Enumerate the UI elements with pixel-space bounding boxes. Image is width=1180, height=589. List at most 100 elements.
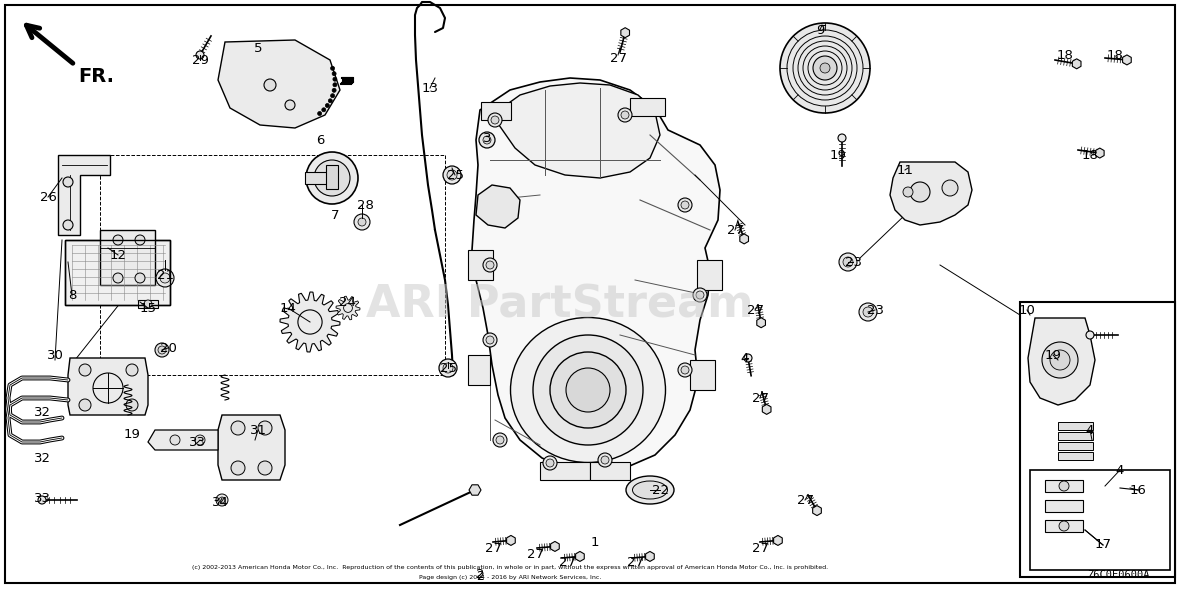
Text: 25: 25: [439, 362, 457, 375]
Polygon shape: [218, 415, 286, 480]
Polygon shape: [576, 551, 584, 561]
Bar: [697, 260, 722, 290]
Text: 25: 25: [446, 168, 464, 181]
Circle shape: [489, 113, 502, 127]
Circle shape: [442, 363, 453, 373]
Polygon shape: [336, 296, 360, 320]
Text: 27: 27: [752, 541, 768, 554]
Text: 5: 5: [254, 41, 262, 55]
Circle shape: [843, 257, 853, 267]
Bar: [1058, 432, 1093, 440]
Circle shape: [483, 333, 497, 347]
Polygon shape: [68, 358, 148, 415]
Text: 33: 33: [189, 436, 205, 449]
Polygon shape: [774, 535, 782, 545]
Text: 15: 15: [139, 302, 157, 315]
Ellipse shape: [511, 317, 666, 462]
Text: 7: 7: [330, 209, 340, 221]
Circle shape: [330, 67, 335, 70]
Text: 18: 18: [1107, 48, 1123, 61]
Text: 27: 27: [747, 303, 763, 316]
Bar: [1058, 452, 1093, 460]
Circle shape: [439, 359, 457, 377]
Circle shape: [496, 436, 504, 444]
Ellipse shape: [627, 476, 674, 504]
Text: 34: 34: [211, 495, 229, 508]
Text: 27: 27: [610, 51, 627, 65]
Circle shape: [135, 235, 145, 245]
Circle shape: [126, 364, 138, 376]
Bar: [65, 240, 170, 305]
Polygon shape: [1122, 55, 1132, 65]
Circle shape: [678, 198, 691, 212]
Text: (c) 2002-2013 American Honda Motor Co., Inc.  Reproduction of the contents of th: (c) 2002-2013 American Honda Motor Co., …: [192, 564, 828, 570]
Bar: [326, 165, 337, 189]
Polygon shape: [813, 505, 821, 515]
Circle shape: [546, 459, 553, 467]
Text: 10: 10: [1018, 303, 1035, 316]
Polygon shape: [472, 78, 720, 472]
Bar: [1030, 470, 1171, 570]
Bar: [468, 355, 490, 385]
Circle shape: [322, 108, 326, 112]
Circle shape: [483, 136, 491, 144]
Circle shape: [196, 51, 204, 59]
Circle shape: [135, 273, 145, 283]
Polygon shape: [890, 162, 972, 225]
Polygon shape: [621, 28, 629, 38]
Circle shape: [170, 435, 181, 445]
Circle shape: [442, 166, 461, 184]
Circle shape: [618, 108, 632, 122]
Bar: [1045, 480, 1083, 492]
Text: 27: 27: [485, 541, 502, 554]
Circle shape: [566, 368, 610, 412]
Text: 28: 28: [356, 198, 373, 211]
Text: Z6C0E0600A: Z6C0E0600A: [1087, 570, 1149, 580]
Text: 2: 2: [476, 567, 484, 581]
Text: 12: 12: [110, 249, 126, 262]
Polygon shape: [551, 541, 559, 551]
Circle shape: [543, 456, 557, 470]
Circle shape: [343, 303, 353, 312]
Bar: [1045, 520, 1083, 532]
Text: 2: 2: [476, 571, 484, 584]
Polygon shape: [506, 535, 516, 545]
Circle shape: [306, 152, 358, 204]
Polygon shape: [1028, 318, 1095, 405]
Circle shape: [447, 170, 457, 180]
Circle shape: [550, 352, 627, 428]
Bar: [1058, 422, 1093, 430]
Text: 22: 22: [651, 484, 669, 497]
Circle shape: [942, 180, 958, 196]
Text: FR.: FR.: [78, 67, 114, 86]
Text: 9: 9: [815, 24, 824, 37]
Circle shape: [317, 111, 322, 115]
Polygon shape: [756, 317, 766, 327]
Bar: [481, 102, 511, 120]
Circle shape: [533, 335, 643, 445]
Polygon shape: [218, 40, 340, 128]
Circle shape: [483, 258, 497, 272]
Circle shape: [286, 100, 295, 110]
Polygon shape: [1095, 148, 1104, 158]
Circle shape: [493, 433, 507, 447]
Text: 3: 3: [483, 131, 491, 144]
Text: 27: 27: [627, 555, 643, 568]
Circle shape: [903, 187, 913, 197]
Text: 29: 29: [191, 54, 209, 67]
Circle shape: [863, 307, 873, 317]
Text: 14: 14: [280, 302, 296, 315]
Circle shape: [332, 72, 336, 75]
Bar: [468, 250, 493, 280]
Text: 11: 11: [897, 164, 913, 177]
Circle shape: [160, 273, 170, 283]
Circle shape: [144, 300, 152, 308]
Circle shape: [63, 177, 73, 187]
Circle shape: [354, 214, 371, 230]
Circle shape: [297, 310, 322, 334]
Bar: [1020, 302, 1175, 577]
Text: ARI PartStream: ARI PartStream: [366, 283, 754, 326]
Bar: [630, 98, 666, 116]
Text: 27: 27: [558, 555, 576, 568]
Text: 23: 23: [866, 303, 884, 316]
